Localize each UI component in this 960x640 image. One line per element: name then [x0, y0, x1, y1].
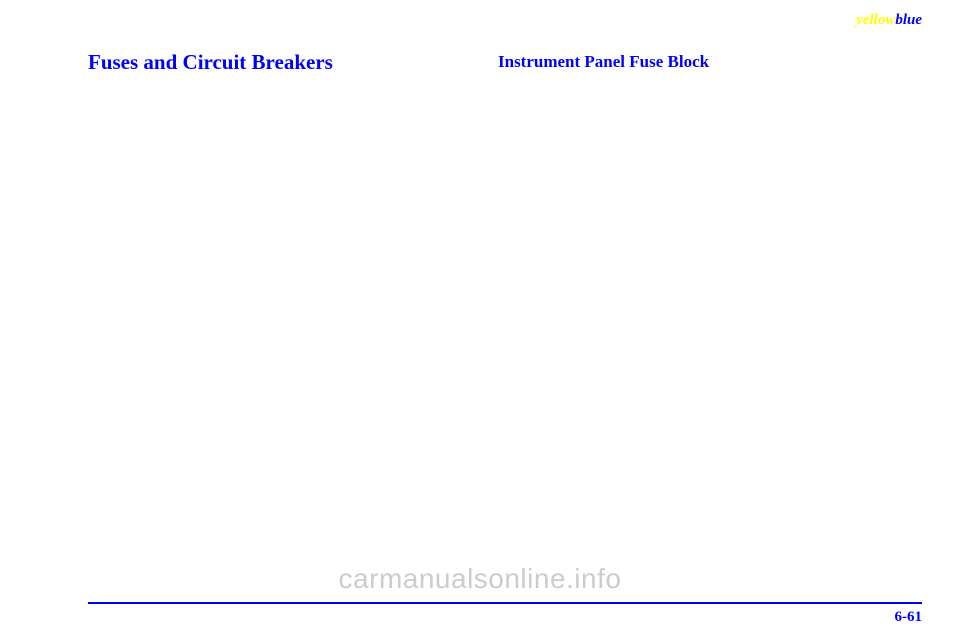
- footer-divider: [88, 602, 922, 604]
- sub-heading: Instrument Panel Fuse Block: [498, 52, 709, 72]
- page-number: 6-61: [895, 609, 923, 626]
- header-marker: yellowblue: [856, 12, 922, 29]
- header-word-blue: blue: [895, 12, 922, 28]
- main-heading: Fuses and Circuit Breakers: [88, 50, 333, 75]
- watermark-text: carmanualsonline.info: [339, 563, 622, 595]
- header-word-yellow: yellow: [856, 12, 895, 28]
